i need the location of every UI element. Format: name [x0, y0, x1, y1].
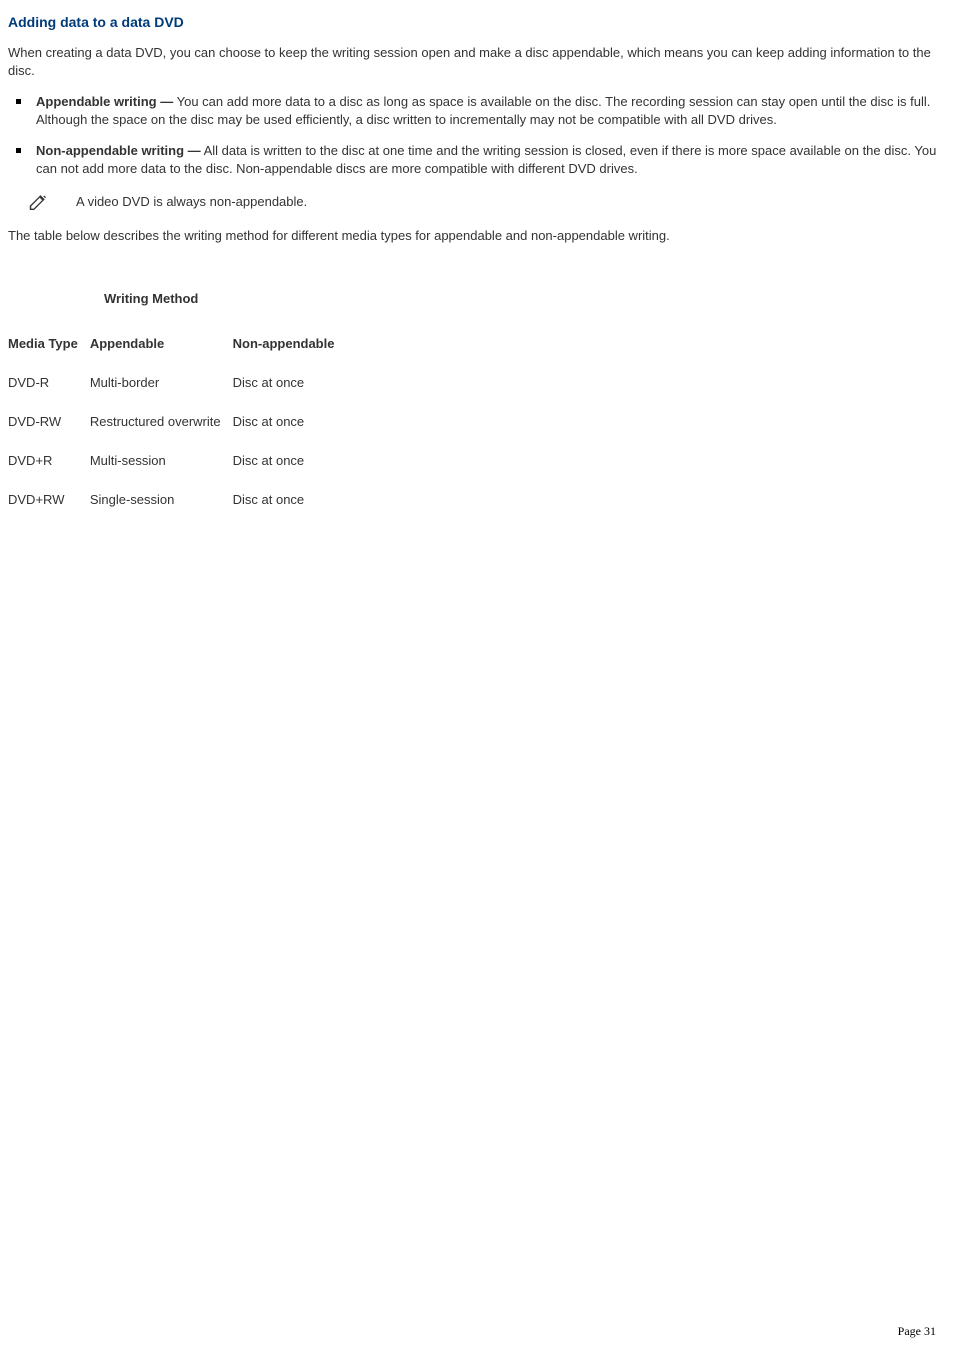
cell: Disc at once — [233, 453, 347, 492]
bullet-item: Appendable writing — You can add more da… — [8, 93, 946, 128]
col-header: Non-appendable — [233, 336, 347, 375]
intro-paragraph: When creating a data DVD, you can choose… — [8, 44, 946, 79]
bullet-title: Non-appendable writing — — [36, 143, 201, 158]
cell: Multi-session — [90, 453, 233, 492]
page-heading: Adding data to a data DVD — [8, 14, 946, 30]
bullet-item: Non-appendable writing — All data is wri… — [8, 142, 946, 177]
note-pencil-icon — [28, 191, 48, 211]
cell: DVD+RW — [8, 492, 90, 531]
page-number: Page 31 — [898, 1324, 936, 1339]
table-row: DVD+RW Single-session Disc at once — [8, 492, 346, 531]
cell: Disc at once — [233, 375, 347, 414]
table-title: Writing Method — [104, 291, 946, 306]
cell: Disc at once — [233, 414, 347, 453]
cell: DVD+R — [8, 453, 90, 492]
table-row: DVD-RW Restructured overwrite Disc at on… — [8, 414, 346, 453]
bullet-square-icon — [16, 99, 21, 104]
bullet-square-icon — [16, 148, 21, 153]
cell: Restructured overwrite — [90, 414, 233, 453]
document-page: Adding data to a data DVD When creating … — [0, 0, 954, 1351]
table-row: DVD-R Multi-border Disc at once — [8, 375, 346, 414]
cell: DVD-R — [8, 375, 90, 414]
writing-method-table: Media Type Appendable Non-appendable DVD… — [8, 336, 346, 531]
note-text: A video DVD is always non-appendable. — [76, 194, 307, 209]
note-row: A video DVD is always non-appendable. — [8, 191, 946, 211]
table-intro: The table below describes the writing me… — [8, 227, 946, 245]
bullet-title: Appendable writing — — [36, 94, 173, 109]
col-header: Media Type — [8, 336, 90, 375]
cell: DVD-RW — [8, 414, 90, 453]
table-header-row: Media Type Appendable Non-appendable — [8, 336, 346, 375]
cell: Single-session — [90, 492, 233, 531]
col-header: Appendable — [90, 336, 233, 375]
bullet-list: Appendable writing — You can add more da… — [8, 93, 946, 177]
table-row: DVD+R Multi-session Disc at once — [8, 453, 346, 492]
cell: Disc at once — [233, 492, 347, 531]
cell: Multi-border — [90, 375, 233, 414]
